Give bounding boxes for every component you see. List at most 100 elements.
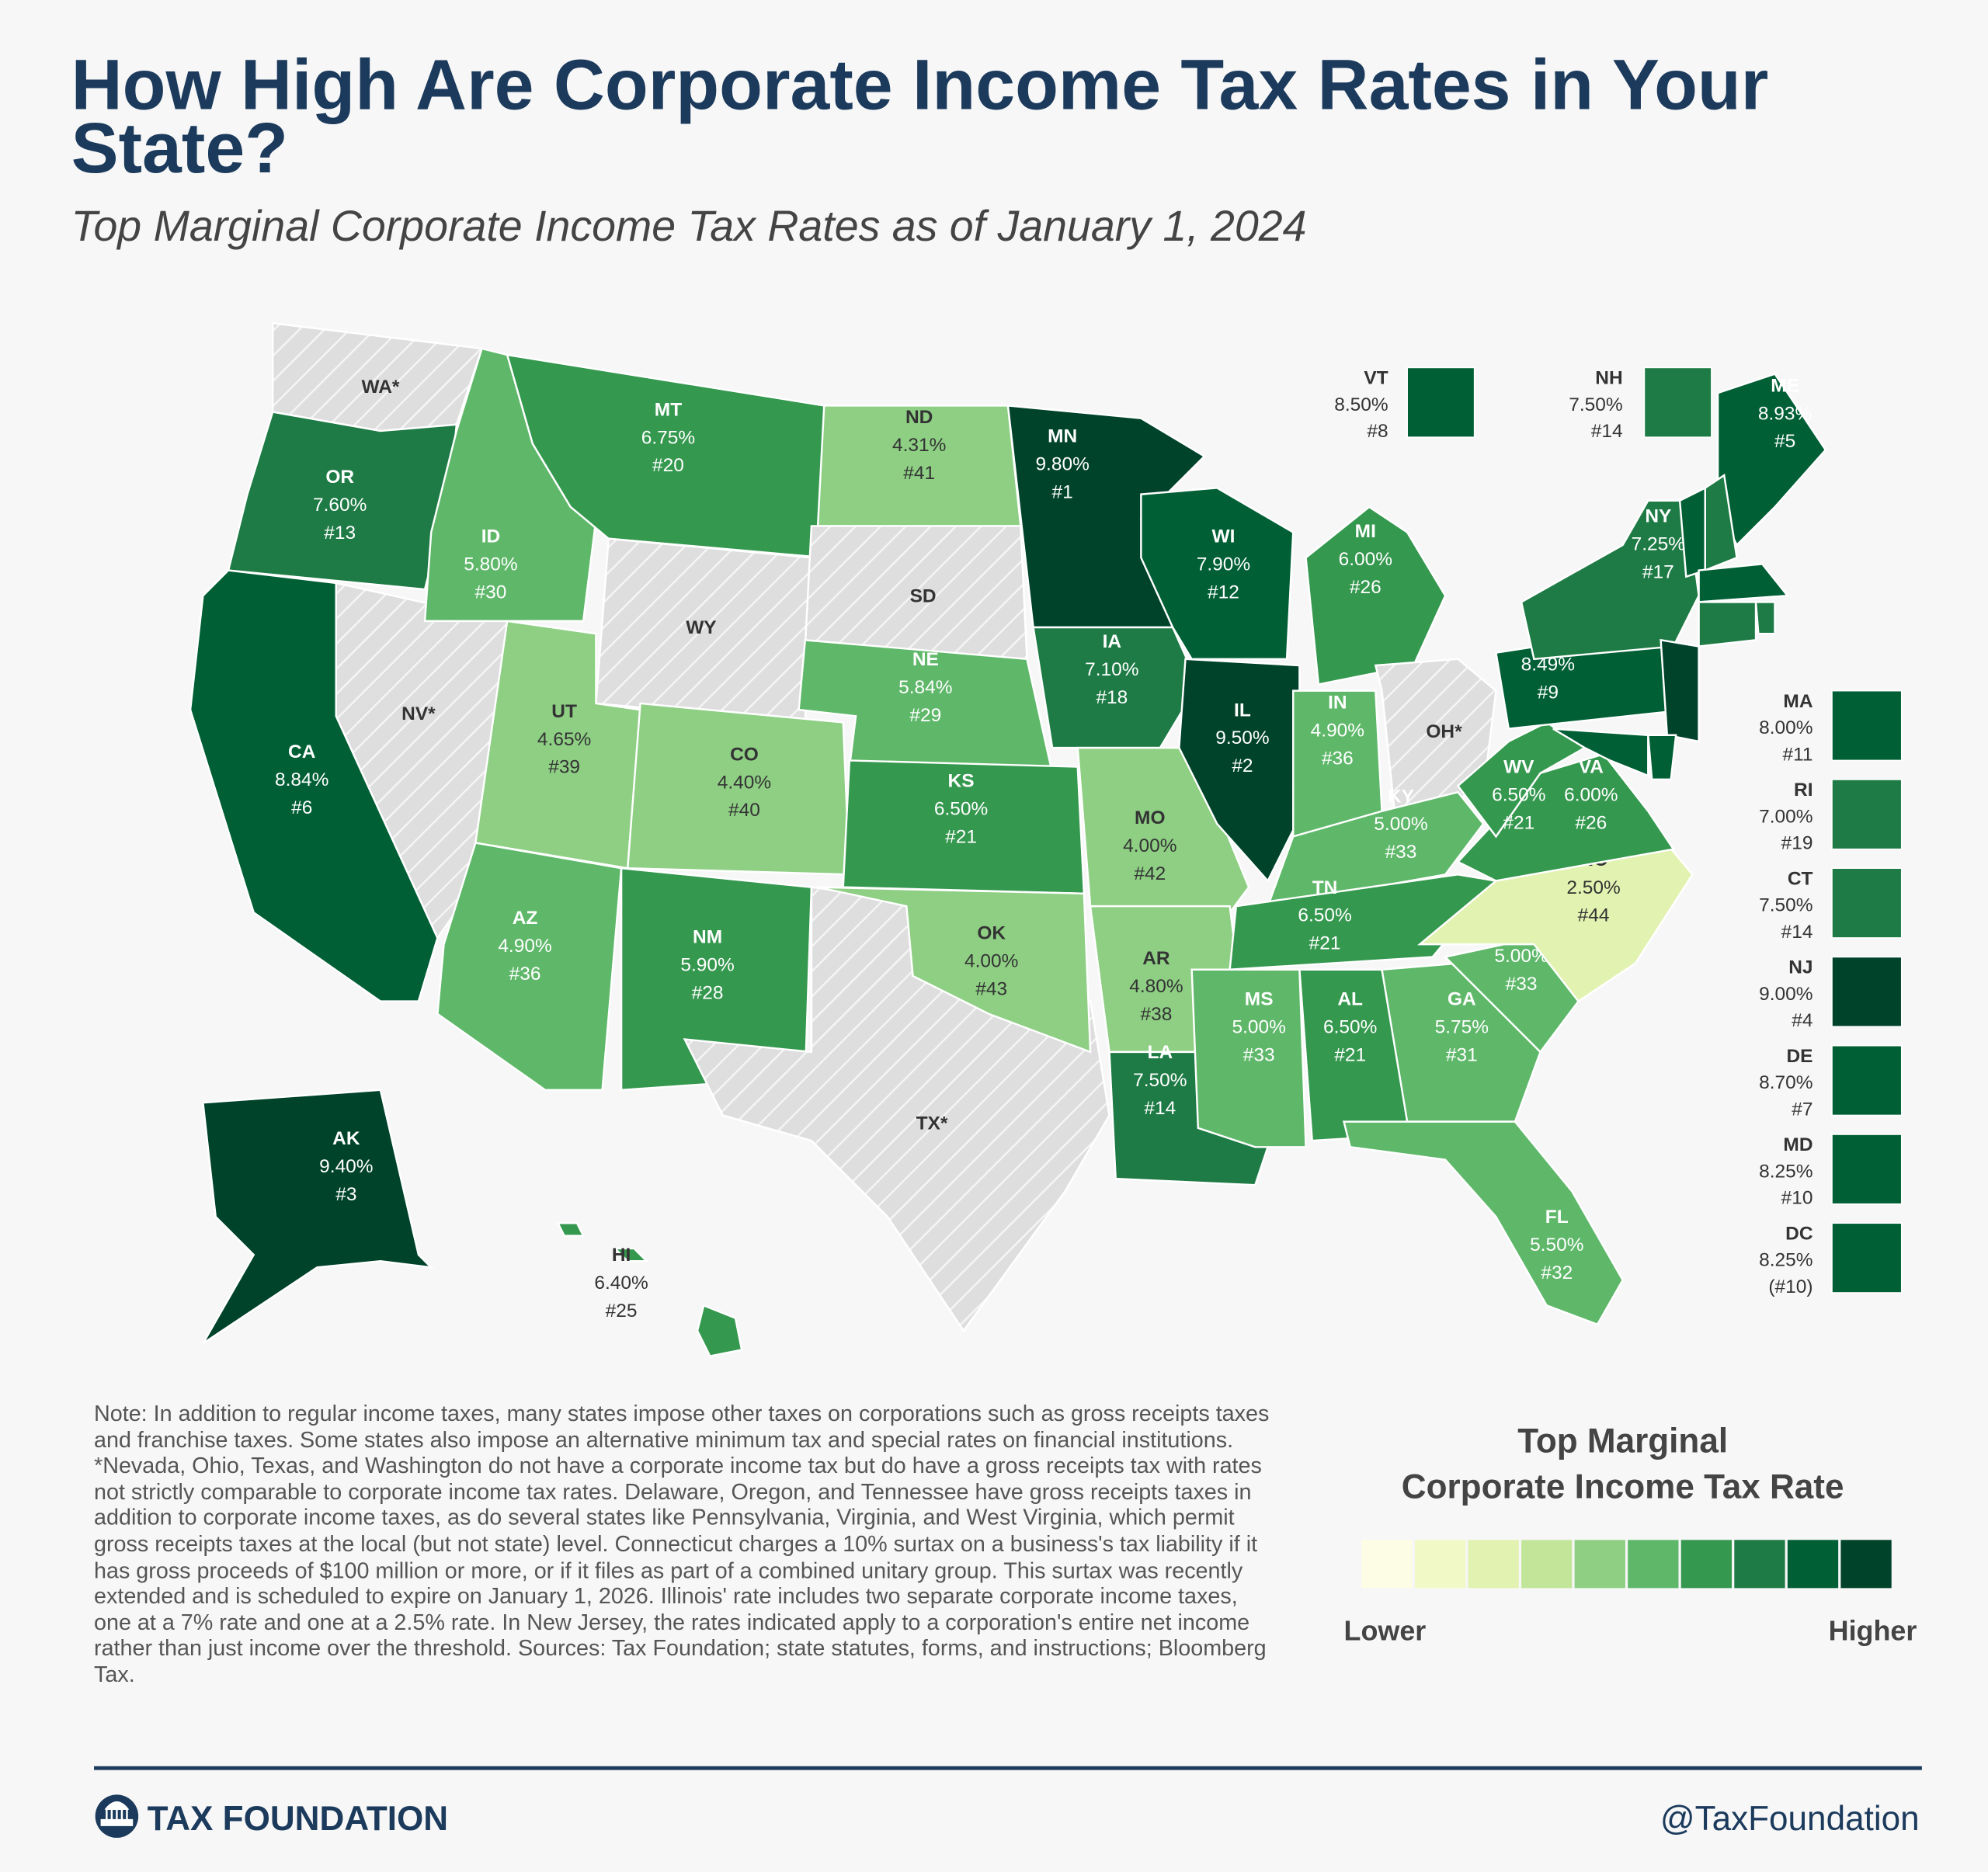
state-abbr: MS	[1245, 988, 1274, 1009]
legend-low: Lower	[1344, 1614, 1427, 1646]
state-rank: #32	[1541, 1262, 1573, 1283]
state-rank: #39	[548, 757, 580, 778]
state-rate: 5.00%	[1374, 814, 1427, 835]
state-shape	[1754, 601, 1776, 635]
state-abbr: TX*	[916, 1113, 948, 1134]
state-abbr: IL	[1234, 700, 1251, 721]
map: WA* OR 7.60% #13 CA 8.84% #6 NV* ID 5.80% #30 MT 6.7…	[189, 321, 1903, 1358]
state-abbr: MA	[1783, 691, 1812, 712]
state-rate: 8.00%	[1759, 717, 1812, 738]
state-rank: #8	[1367, 421, 1388, 442]
state-rank: (#10)	[1768, 1276, 1812, 1297]
state-rate: 7.50%	[1569, 394, 1622, 415]
state-shape	[612, 1247, 649, 1262]
state-shape	[1552, 728, 1649, 777]
state-shape	[1342, 1120, 1625, 1326]
state-rate: 4.90%	[498, 936, 551, 957]
state-rate: 6.00%	[1564, 785, 1618, 806]
state-rank: #6	[291, 797, 312, 818]
state-abbr: VA	[1579, 757, 1604, 778]
legend-swatch	[1831, 956, 1903, 1028]
legend-swatch	[1831, 1134, 1903, 1205]
state-rate: 7.50%	[1133, 1070, 1187, 1091]
state-abbr: CT	[1788, 868, 1813, 889]
legend-step	[1468, 1540, 1519, 1589]
legend	[1361, 1540, 1892, 1589]
state-shape	[1698, 563, 1790, 603]
state-rate: 7.60%	[313, 495, 367, 516]
state-rate: 6.00%	[1339, 549, 1392, 570]
state-abbr: NH	[1595, 368, 1622, 389]
state-rank: #33	[1243, 1044, 1275, 1065]
state-rank: #43	[975, 978, 1007, 999]
state-rate: 9.50%	[1215, 728, 1269, 748]
state-shape	[1646, 734, 1677, 781]
state-abbr: KS	[948, 771, 975, 792]
state-rank: #41	[903, 463, 935, 484]
state-rate: 7.90%	[1197, 554, 1250, 575]
legend-step	[1574, 1540, 1625, 1589]
state-rank: #31	[1446, 1044, 1478, 1065]
state-abbr: CA	[288, 742, 316, 762]
state-abbr: WV	[1503, 757, 1534, 778]
legend-swatch	[1831, 1044, 1903, 1117]
state-abbr: WI	[1212, 526, 1236, 547]
state-abbr: HI	[612, 1245, 631, 1266]
state-abbr: AL	[1337, 988, 1363, 1009]
state-rank: #36	[509, 964, 541, 985]
logo-icon	[100, 1801, 134, 1826]
state-rank: #3	[335, 1184, 356, 1205]
legend-high: Higher	[1829, 1614, 1917, 1646]
state-abbr: NM	[693, 926, 722, 947]
state-rate: 8.25%	[1759, 1250, 1812, 1271]
state-rate: 4.00%	[964, 950, 1018, 971]
state-abbr: IN	[1328, 692, 1347, 713]
state-rank: #33	[1506, 974, 1538, 995]
state-rate: 7.50%	[1759, 895, 1812, 916]
state-shape	[817, 886, 1092, 1054]
state-rate: 5.84%	[898, 677, 952, 698]
state-rank: #21	[1503, 813, 1534, 834]
state-rate: 6.40%	[594, 1273, 648, 1294]
state-abbr: MI	[1355, 521, 1376, 542]
title: State?	[71, 109, 288, 188]
legend-step	[1787, 1540, 1839, 1589]
state-rank: #19	[1781, 833, 1813, 854]
state-rate: 7.10%	[1085, 659, 1138, 680]
state-rate: 5.80%	[464, 554, 517, 575]
state-rank: #21	[1334, 1044, 1366, 1065]
state-rank: #18	[1096, 687, 1128, 708]
state-abbr: NE	[912, 649, 939, 670]
state-rate: 9.80%	[1035, 454, 1089, 475]
state-shape	[202, 1089, 434, 1345]
state-rank: #5	[1774, 431, 1795, 452]
state-abbr: KY	[1388, 786, 1414, 807]
legend-swatch	[1406, 366, 1475, 438]
legend-step	[1680, 1540, 1733, 1589]
state-rate: 8.25%	[1759, 1161, 1812, 1182]
state-abbr: CO	[730, 744, 759, 765]
state-abbr: NY	[1645, 506, 1671, 527]
note-box: Note: In addition to regular income taxe…	[94, 1401, 1269, 1687]
state-shape	[1305, 505, 1447, 686]
state-shape	[1140, 487, 1295, 661]
state-rate: 6.50%	[1298, 905, 1351, 926]
state-abbr: MD	[1783, 1134, 1812, 1155]
legend-swatch	[1643, 366, 1712, 438]
state-rank: #12	[1208, 582, 1239, 603]
state-rank: #9	[1538, 682, 1559, 703]
state-abbr: UT	[551, 701, 577, 722]
state-rank: #13	[324, 523, 356, 544]
state-shape	[1660, 638, 1700, 743]
state-abbr: ND	[905, 407, 933, 428]
state-rate: 7.00%	[1759, 806, 1812, 827]
state-rank: #1	[1052, 482, 1073, 503]
state-abbr: LA	[1148, 1042, 1173, 1063]
state-rank: #26	[1575, 813, 1607, 834]
state-rank: #26	[1350, 577, 1382, 598]
state-abbr: NJ	[1788, 957, 1812, 978]
state-rank: #7	[1792, 1099, 1812, 1120]
state-rate: 8.93%	[1758, 403, 1812, 424]
state-rank: #21	[945, 827, 977, 848]
